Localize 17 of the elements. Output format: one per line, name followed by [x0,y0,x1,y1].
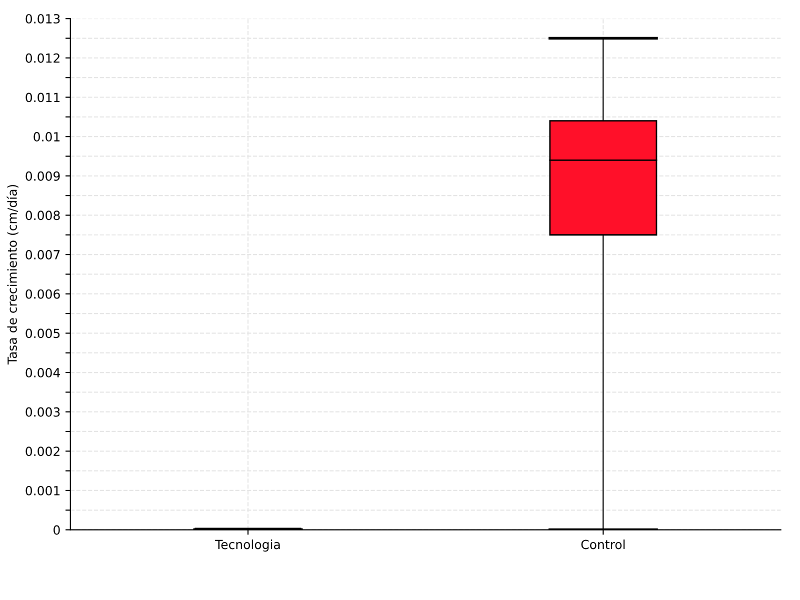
y-tick-label: 0.011 [26,92,60,102]
y-tick-label: 0.007 [26,250,60,260]
y-tick-label: 0.003 [26,407,60,417]
x-tick-label: Tecnologia [215,540,280,552]
y-tick-label: 0.001 [26,486,60,496]
y-tick-label: 0.013 [26,14,60,24]
y-tick-label: 0.009 [26,171,60,181]
x-tick-label: Control [581,540,625,550]
y-tick-label: 0.012 [26,53,60,63]
y-tick-label: 0.008 [26,210,60,220]
y-tick-label: 0.005 [26,328,60,338]
y-tick-label: 0.002 [26,446,60,456]
y-tick-label: 0.006 [26,289,60,299]
y-axis-title: Tasa de crecimiento (cm/día) [6,184,18,365]
y-tick-label: 0.01 [34,132,60,142]
y-tick-label: 0.004 [26,368,60,378]
y-tick-label: 0 [54,525,60,535]
